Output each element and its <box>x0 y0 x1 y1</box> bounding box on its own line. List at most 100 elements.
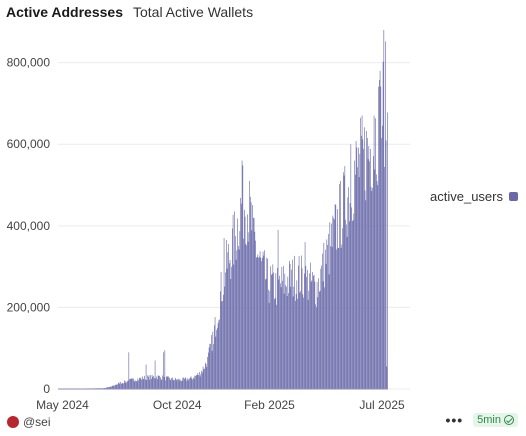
bar <box>302 294 304 389</box>
bar <box>383 30 385 389</box>
bar <box>357 167 358 389</box>
bar <box>301 268 303 389</box>
bar <box>385 41 386 389</box>
bar <box>166 376 168 389</box>
bar <box>262 251 264 389</box>
bar <box>223 294 224 389</box>
bar <box>205 363 207 389</box>
footer-actions: ••• 5min <box>445 413 518 427</box>
footer-handle[interactable]: @sei <box>7 415 51 429</box>
bar <box>292 296 294 389</box>
bar <box>183 377 184 389</box>
bar <box>192 379 193 389</box>
bar <box>278 279 280 389</box>
bar <box>248 232 250 389</box>
legend[interactable]: active_users <box>430 189 518 204</box>
bar <box>218 320 220 389</box>
bar <box>371 190 373 389</box>
bar <box>355 140 357 389</box>
bar <box>360 117 361 390</box>
bar <box>297 298 298 389</box>
bar <box>199 376 201 389</box>
bar <box>317 297 319 389</box>
bar <box>366 131 367 390</box>
bar <box>114 385 115 389</box>
x-axis-ticks: May 2024 Oct 2024 Feb 2025 Jul 2025 <box>36 398 405 412</box>
bar <box>339 183 340 389</box>
bar <box>367 137 368 389</box>
bar <box>155 378 157 389</box>
bar <box>222 301 223 389</box>
bar <box>364 190 366 389</box>
bar <box>373 115 375 390</box>
bar <box>154 360 156 389</box>
check-circle-icon <box>504 415 514 425</box>
bar <box>367 159 369 389</box>
bar <box>252 205 253 389</box>
bar <box>167 376 169 389</box>
chart-title[interactable]: Active Addresses <box>6 4 123 20</box>
bar <box>225 272 226 389</box>
bar <box>352 221 353 389</box>
y-tick-label: 800,000 <box>7 56 51 70</box>
bar <box>387 112 388 389</box>
bar <box>306 276 307 389</box>
bar <box>182 377 184 389</box>
bar <box>334 219 335 389</box>
x-tick-label: Oct 2024 <box>153 398 202 412</box>
bar <box>212 331 214 389</box>
bar <box>279 275 280 389</box>
bar <box>343 175 345 389</box>
bar <box>289 263 291 389</box>
bar <box>340 247 342 389</box>
bar <box>226 268 228 389</box>
bar <box>295 300 296 389</box>
bar <box>374 169 376 389</box>
bar <box>163 376 165 389</box>
chart-subtitle: Total Active Wallets <box>132 4 254 20</box>
refresh-interval: 5min <box>477 414 501 426</box>
bar <box>213 344 214 390</box>
bar <box>115 384 116 389</box>
bar <box>152 376 154 389</box>
x-tick-label: Jul 2025 <box>359 398 405 412</box>
x-tick-label: May 2024 <box>36 398 89 412</box>
bar <box>271 274 272 389</box>
bar <box>179 379 181 389</box>
bar <box>245 243 247 389</box>
bar <box>266 257 268 389</box>
bar <box>191 378 193 389</box>
bar <box>257 254 259 389</box>
bar <box>259 256 260 389</box>
bar <box>269 290 271 389</box>
more-icon[interactable]: ••• <box>445 412 464 428</box>
bar <box>206 366 208 389</box>
bar <box>355 174 356 389</box>
bar <box>109 386 111 389</box>
bar <box>172 377 173 389</box>
bar <box>320 268 322 389</box>
bar <box>313 274 315 389</box>
bar <box>169 379 171 389</box>
bar <box>217 327 218 389</box>
bar <box>231 266 232 389</box>
bar <box>351 207 352 389</box>
bar <box>188 378 190 389</box>
sei-logo-icon <box>7 416 19 428</box>
bar <box>276 304 277 389</box>
refresh-badge[interactable]: 5min <box>473 413 518 427</box>
bar <box>336 249 337 389</box>
bar <box>198 375 199 389</box>
bar <box>310 262 311 389</box>
bar <box>233 264 235 389</box>
bar <box>148 376 149 389</box>
bar <box>352 220 354 389</box>
bar <box>370 148 371 389</box>
bar <box>327 244 328 389</box>
bar <box>220 291 221 389</box>
bar <box>372 187 373 389</box>
bar <box>143 378 145 389</box>
bar <box>165 380 166 389</box>
bar <box>228 244 229 389</box>
y-tick-label: 0 <box>43 382 50 396</box>
